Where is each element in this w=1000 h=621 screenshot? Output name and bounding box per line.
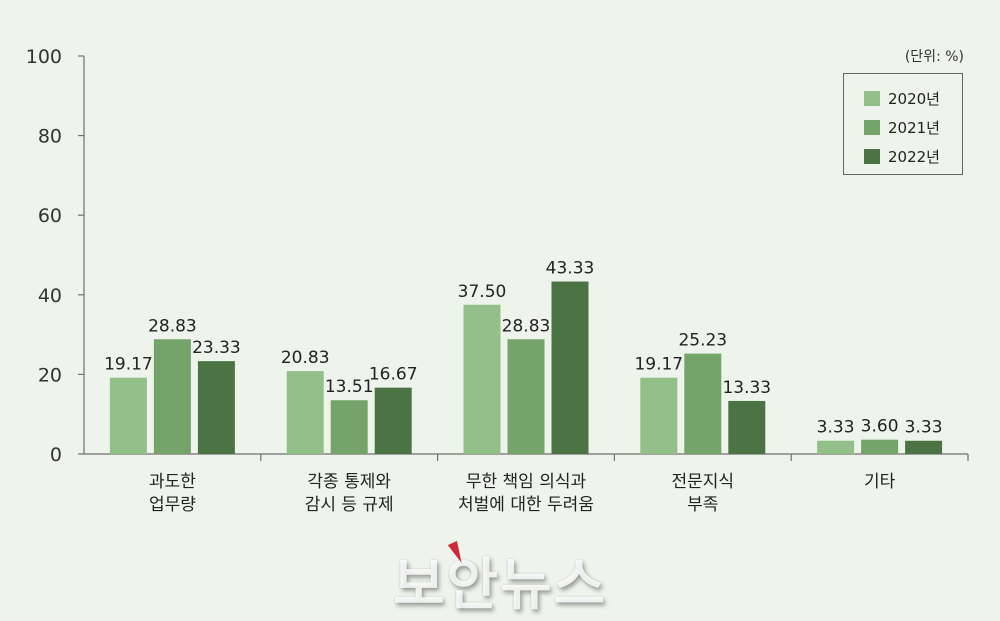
x-tick-label-line: 전문지식 <box>672 472 735 492</box>
legend-label-2022: 2022년 <box>888 148 940 166</box>
legend-label-2020: 2020년 <box>888 90 940 108</box>
unit-note: (단위: %) <box>904 49 964 65</box>
legend-item-2021: 2021년 <box>864 113 962 142</box>
bar-value-label: 37.50 <box>458 282 507 302</box>
y-tick-label: 60 <box>38 205 62 227</box>
bar <box>374 387 412 454</box>
bar <box>728 400 766 454</box>
legend-item-2022: 2022년 <box>864 142 962 171</box>
bar-value-label: 23.33 <box>192 338 241 358</box>
bar-value-label: 13.51 <box>325 377 374 397</box>
bar-value-label: 3.33 <box>905 418 943 438</box>
bar-value-label: 19.17 <box>634 355 683 375</box>
x-tick-label-line: 업무량 <box>149 495 196 515</box>
chart-legend: 2020년 2021년 2022년 <box>843 73 963 175</box>
y-tick-label: 100 <box>26 46 62 68</box>
bar <box>109 377 147 454</box>
legend-swatch-2022 <box>864 149 880 164</box>
x-tick-label: 기타 <box>864 472 896 492</box>
bar-value-label: 28.83 <box>148 316 197 336</box>
x-tick-label-line: 무한 책임 의식과 <box>466 472 587 492</box>
x-tick-label-line: 처벌에 대한 두려움 <box>458 495 594 515</box>
bar-value-label: 3.33 <box>817 418 855 438</box>
bar <box>153 339 191 454</box>
bar <box>551 281 589 454</box>
y-tick-label: 40 <box>38 285 62 307</box>
bar <box>507 339 545 454</box>
x-tick-label-line: 부족 <box>687 495 718 515</box>
bar-value-label: 3.60 <box>861 417 899 437</box>
legend-label-2021: 2021년 <box>888 119 940 137</box>
legend-item-2020: 2020년 <box>864 84 962 113</box>
bar <box>684 353 722 454</box>
bar <box>817 440 855 454</box>
bar-value-label: 43.33 <box>546 259 595 279</box>
bar-value-label: 13.33 <box>722 378 771 398</box>
x-tick-label-line: 기타 <box>864 472 896 492</box>
bar <box>861 439 899 454</box>
x-tick-label-line: 감시 등 규제 <box>305 495 394 515</box>
x-tick-label-line: 과도한 <box>149 472 196 492</box>
bar <box>905 440 943 454</box>
bar <box>463 304 501 454</box>
y-tick-label: 80 <box>38 126 62 148</box>
watermark-logo: 보안뉴스 <box>392 553 608 618</box>
bar-value-label: 19.17 <box>104 355 153 375</box>
x-tick-label-line: 각종 통제와 <box>307 472 391 492</box>
bar <box>330 400 368 454</box>
y-tick-label: 0 <box>50 444 62 466</box>
bar <box>640 377 678 454</box>
y-tick-label: 20 <box>38 364 62 386</box>
bar-value-label: 28.83 <box>502 316 551 336</box>
bar <box>197 361 235 454</box>
bar-value-label: 25.23 <box>678 331 727 351</box>
bar <box>286 371 324 454</box>
bar-value-label: 16.67 <box>369 365 418 385</box>
legend-swatch-2020 <box>864 91 880 106</box>
bar-value-label: 20.83 <box>281 348 330 368</box>
legend-swatch-2021 <box>864 120 880 135</box>
